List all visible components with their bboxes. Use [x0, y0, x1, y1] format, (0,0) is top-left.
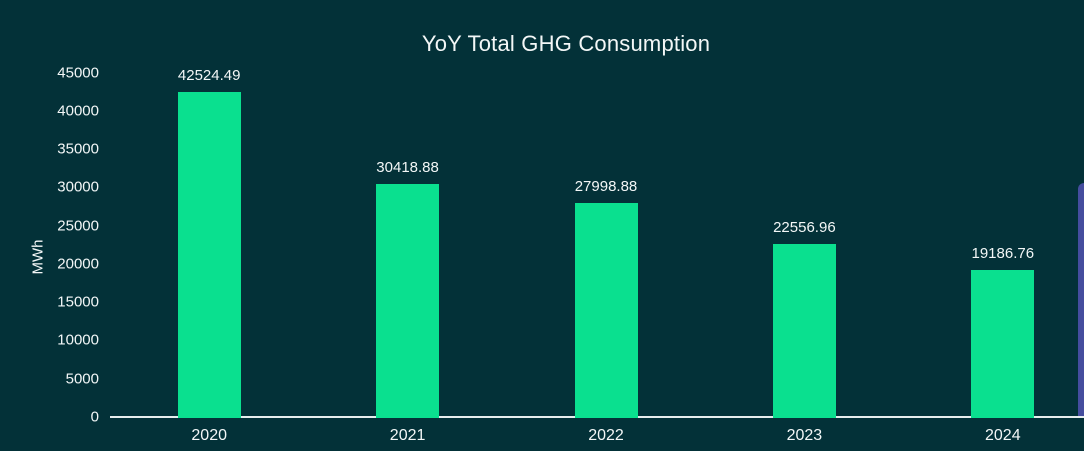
x-tick-label: 2020 [191, 427, 227, 444]
chart-title: YoY Total GHG Consumption [421, 31, 711, 56]
x-tick-label: 2022 [588, 427, 624, 444]
x-tick-label: 2021 [389, 427, 426, 444]
y-tick-label: 5000 [65, 370, 99, 388]
bar-2022[interactable] [574, 202, 638, 418]
bar-2024[interactable] [971, 270, 1035, 418]
y-tick-label: 35000 [57, 140, 99, 158]
y-tick-label: 30000 [57, 178, 99, 196]
bar-value-label: 22556.96 [773, 219, 836, 237]
x-tick-label: 2024 [985, 427, 1021, 444]
y-tick-label: 10000 [57, 331, 99, 349]
bar-value-label: 30418.88 [376, 159, 439, 177]
x-tick-label: 2023 [786, 427, 823, 444]
y-tick-label: 45000 [57, 64, 99, 82]
bar-2023[interactable] [772, 244, 836, 418]
y-tick-label: 20000 [57, 255, 99, 273]
y-tick-label: 25000 [57, 217, 99, 235]
adjacent-card-edge[interactable] [1078, 183, 1084, 416]
bar-value-label: 42524.49 [177, 66, 241, 84]
y-tick-label: 15000 [57, 293, 99, 311]
bar-value-label: 19186.76 [971, 245, 1035, 263]
y-tick-label: 0 [90, 408, 99, 426]
bar-value-label: 27998.88 [574, 177, 638, 195]
bar-2020[interactable] [177, 91, 241, 418]
bar-2021[interactable] [376, 184, 440, 418]
y-tick-label: 40000 [57, 102, 99, 120]
